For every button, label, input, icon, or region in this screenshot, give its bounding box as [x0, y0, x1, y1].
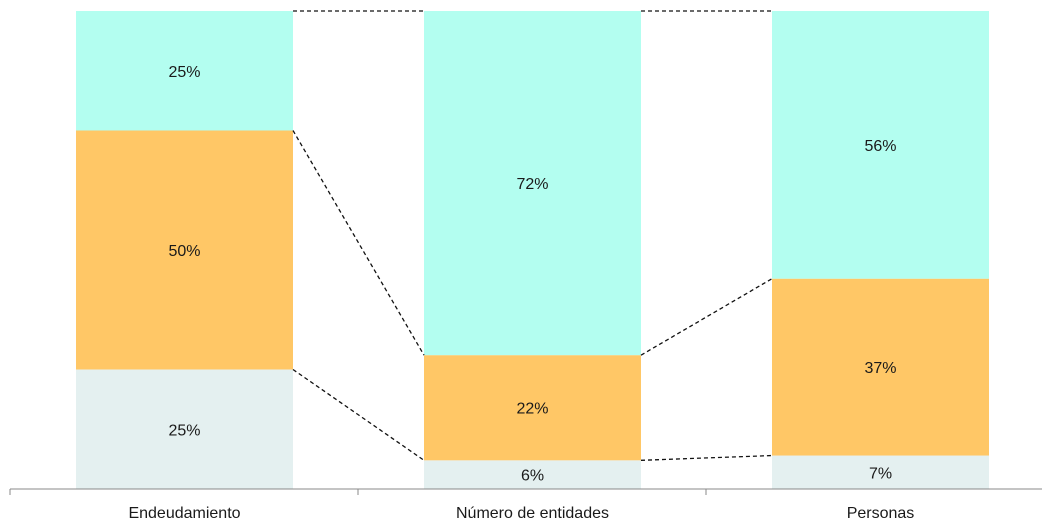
category-label-3: Personas [847, 505, 915, 522]
bars-layer [76, 11, 989, 489]
bar-segment-bottom-3 [772, 455, 989, 489]
data-label-bottom-3: 7% [869, 465, 892, 482]
x-axis: Endeudamiento Número de entidades Personas [9, 488, 1042, 522]
bar-segment-bottom-1 [76, 369, 293, 489]
data-label-bottom-2: 6% [521, 468, 544, 485]
connector-line-2-2 [640, 278, 773, 356]
data-label-middle-2: 22% [516, 401, 548, 418]
bar-segment-middle-2 [424, 355, 641, 461]
connector-lines-layer [292, 10, 773, 461]
bar-segment-middle-3 [772, 278, 989, 456]
category-label-2: Número de entidades [456, 505, 609, 522]
segment-labels-layer: 25% 50% 25% 6% 22% 72% 7% 37% 56% [168, 64, 896, 485]
data-label-top-3: 56% [864, 138, 896, 155]
bar-segment-top-3 [772, 11, 989, 279]
connector-line-1-1 [292, 368, 425, 461]
connector-line-2-1 [640, 454, 773, 461]
bar-segment-middle-1 [76, 130, 293, 370]
data-label-top-2: 72% [516, 176, 548, 193]
category-label-1: Endeudamiento [128, 505, 240, 522]
data-label-middle-3: 37% [864, 360, 896, 377]
data-label-middle-1: 50% [168, 243, 200, 260]
bar-segment-top-2 [424, 11, 641, 356]
connector-line-1-2 [292, 130, 425, 356]
bar-segment-bottom-2 [424, 460, 641, 489]
data-label-top-1: 25% [168, 64, 200, 81]
data-label-bottom-1: 25% [168, 422, 200, 439]
bar-segment-top-1 [76, 11, 293, 131]
